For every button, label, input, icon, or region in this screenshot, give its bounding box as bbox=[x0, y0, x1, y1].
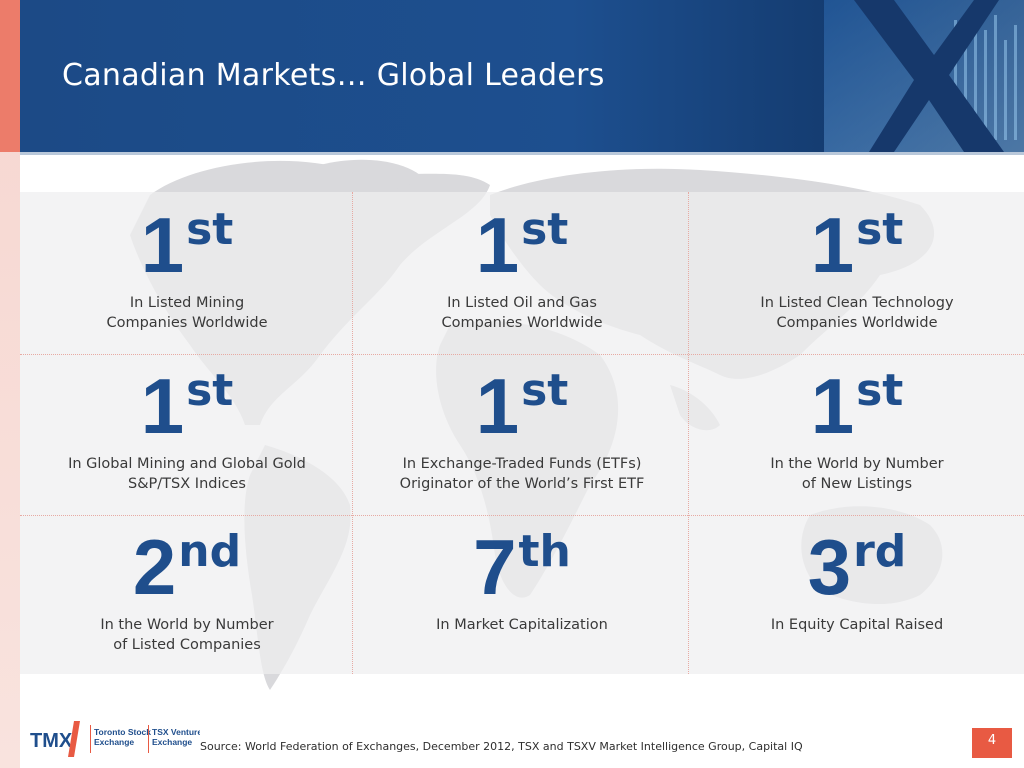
rank-value: 1st bbox=[141, 204, 234, 285]
ranking-cell: 2nd In the World by Number of Listed Comp… bbox=[20, 526, 354, 655]
rank-suffix: st bbox=[521, 365, 569, 416]
left-accent-top bbox=[0, 0, 20, 152]
ranking-cell: 3rd In Equity Capital Raised bbox=[690, 526, 1024, 635]
rank-description-line: In Listed Oil and Gas bbox=[447, 295, 597, 311]
rank-value: 1st bbox=[811, 204, 904, 285]
rank-description-line: of Listed Companies bbox=[113, 637, 261, 653]
rank-value: 1st bbox=[141, 365, 234, 446]
left-accent-bar bbox=[0, 0, 20, 768]
logo-tmx-text: TMX bbox=[30, 730, 73, 752]
rank-suffix: nd bbox=[178, 526, 242, 577]
rank-number: 3 bbox=[807, 523, 852, 611]
source-note: Source: World Federation of Exchanges, D… bbox=[200, 740, 803, 753]
rank-description-line: In Global Mining and Global Gold bbox=[68, 456, 306, 472]
rank-number: 1 bbox=[140, 362, 185, 450]
rank-suffix: th bbox=[518, 526, 571, 577]
rank-number: 1 bbox=[140, 201, 185, 289]
ranking-cell: 7th In Market Capitalization bbox=[355, 526, 689, 635]
rank-suffix: st bbox=[521, 204, 569, 255]
rank-description: In Listed Mining Companies Worldwide bbox=[20, 293, 354, 333]
rank-number: 1 bbox=[810, 201, 855, 289]
rank-suffix: st bbox=[186, 365, 234, 416]
rank-description-line: In Listed Mining bbox=[129, 295, 245, 311]
ranking-cell: 1st In Listed Oil and Gas Companies World… bbox=[355, 204, 689, 333]
ranking-cell: 1st In Exchange-Traded Funds (ETFs) Origi… bbox=[355, 365, 689, 494]
ranking-cell: 1st In Listed Clean Technology Companies … bbox=[690, 204, 1024, 333]
page-number: 4 bbox=[972, 728, 1012, 758]
logo-tsx-line1: Toronto Stock bbox=[94, 727, 151, 737]
rank-suffix: st bbox=[186, 204, 234, 255]
rank-number: 2 bbox=[132, 523, 177, 611]
rank-description-line: of New Listings bbox=[801, 476, 913, 492]
grid-divider-vertical bbox=[688, 192, 689, 674]
rank-value: 1st bbox=[811, 365, 904, 446]
rank-suffix: rd bbox=[853, 526, 907, 577]
rank-description-line: Companies Worldwide bbox=[441, 315, 603, 331]
rank-value: 1st bbox=[476, 365, 569, 446]
grid-divider-vertical bbox=[352, 192, 353, 674]
page-title: Canadian Markets… Global Leaders bbox=[62, 58, 605, 93]
rank-value: 7th bbox=[473, 526, 571, 607]
tmx-logo: TMX Toronto Stock Exchange TSX Venture E… bbox=[30, 721, 200, 757]
rank-value: 3rd bbox=[808, 526, 907, 607]
rank-description-line: Companies Worldwide bbox=[776, 315, 938, 331]
rank-number: 1 bbox=[475, 201, 520, 289]
rankings-panel bbox=[20, 192, 1024, 674]
ranking-cell: 1st In the World by Number of New Listing… bbox=[690, 365, 1024, 494]
rank-value: 1st bbox=[476, 204, 569, 285]
rank-value: 2nd bbox=[133, 526, 242, 607]
rank-description-line: In Listed Clean Technology bbox=[760, 295, 954, 311]
rank-description-line: In the World by Number bbox=[770, 456, 944, 472]
rank-description: In the World by Number of Listed Companie… bbox=[20, 615, 354, 655]
rank-description-line: S&P/TSX Indices bbox=[128, 476, 246, 492]
rank-description-line: In Equity Capital Raised bbox=[770, 617, 944, 633]
rank-number: 1 bbox=[810, 362, 855, 450]
header-banner: Canadian Markets… Global Leaders bbox=[20, 0, 1024, 152]
tmx-x-decoration-icon bbox=[824, 0, 1024, 152]
rank-description: In the World by Number of New Listings bbox=[690, 454, 1024, 494]
rank-description: In Global Mining and Global Gold S&P/TSX … bbox=[20, 454, 354, 494]
rank-suffix: st bbox=[856, 204, 904, 255]
rank-number: 1 bbox=[475, 362, 520, 450]
ranking-cell: 1st In Global Mining and Global Gold S&P/… bbox=[20, 365, 354, 494]
grid-divider-horizontal bbox=[20, 354, 1024, 355]
rank-description-line: Originator of the World’s First ETF bbox=[399, 476, 645, 492]
logo-tsxv-line2: Exchange bbox=[152, 737, 192, 747]
rank-description-line: In the World by Number bbox=[100, 617, 274, 633]
rank-description: In Market Capitalization bbox=[355, 615, 689, 635]
rank-description: In Listed Clean Technology Companies Worl… bbox=[690, 293, 1024, 333]
rank-description-line: Companies Worldwide bbox=[106, 315, 268, 331]
rank-description-line: In Exchange-Traded Funds (ETFs) bbox=[402, 456, 642, 472]
logo-tsxv-line1: TSX Venture bbox=[152, 727, 200, 737]
ranking-cell: 1st In Listed Mining Companies Worldwide bbox=[20, 204, 354, 333]
rank-description: In Equity Capital Raised bbox=[690, 615, 1024, 635]
rank-description: In Exchange-Traded Funds (ETFs) Originato… bbox=[355, 454, 689, 494]
grid-divider-horizontal bbox=[20, 515, 1024, 516]
logo-tsx-line2: Exchange bbox=[94, 737, 134, 747]
rank-number: 7 bbox=[473, 523, 517, 611]
rank-description: In Listed Oil and Gas Companies Worldwide bbox=[355, 293, 689, 333]
header-divider bbox=[20, 152, 1024, 155]
rank-suffix: st bbox=[856, 365, 904, 416]
rank-description-line: In Market Capitalization bbox=[436, 617, 608, 633]
